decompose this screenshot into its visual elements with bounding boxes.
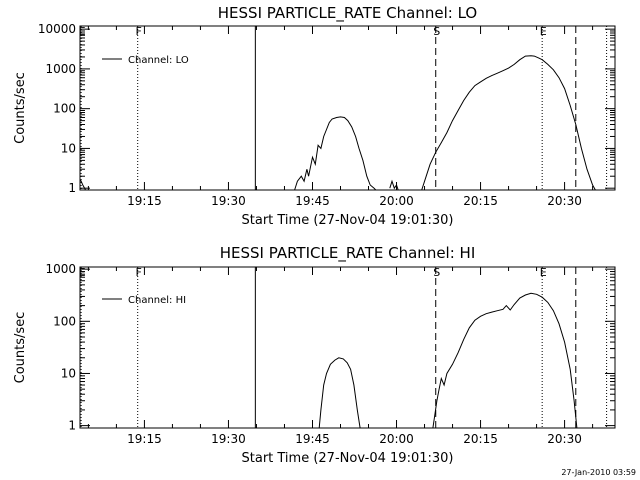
x-tick-label: 19:45 xyxy=(295,194,330,208)
x-tick-label: 19:15 xyxy=(127,432,162,446)
data-series-line xyxy=(318,357,361,429)
plot-frame xyxy=(79,266,616,429)
data-series-line xyxy=(421,55,596,191)
x-tick-label: 20:00 xyxy=(379,432,414,446)
event-marker-label: S xyxy=(433,266,440,279)
y-tick-label: 1 xyxy=(68,181,76,195)
legend-label: Channel: LO xyxy=(128,55,189,66)
y-tick-label: 1000 xyxy=(45,62,76,76)
data-series-line xyxy=(432,292,578,429)
chart-title: HESSI PARTICLE_RATE Channel: HI xyxy=(220,244,476,263)
x-tick-label: 19:30 xyxy=(211,194,246,208)
data-series-line xyxy=(80,179,87,191)
x-axis-title: Start Time (27-Nov-04 19:01:30) xyxy=(242,451,454,466)
y-tick-label: 10 xyxy=(61,141,76,155)
y-tick-label: 100 xyxy=(53,102,76,116)
y-tick-label: 1 xyxy=(68,419,76,433)
event-marker-label: F xyxy=(136,25,142,38)
legend-label: Channel: HI xyxy=(128,295,186,306)
data-series-line xyxy=(389,179,399,191)
y-tick-label: 10 xyxy=(61,366,76,380)
y-axis-title: Counts/sec xyxy=(13,72,28,144)
x-tick-label: 20:30 xyxy=(547,432,582,446)
event-marker-label: F xyxy=(136,266,142,279)
event-marker-label: S xyxy=(433,25,440,38)
event-marker-label: E xyxy=(79,25,86,38)
event-marker-label: E xyxy=(540,266,547,279)
event-marker-label: E xyxy=(540,25,547,38)
timestamp-footer: 27-Jan-2010 03:59 xyxy=(561,468,636,477)
x-tick-label: 20:30 xyxy=(547,194,582,208)
plot-frame xyxy=(79,25,616,191)
chart-title: HESSI PARTICLE_RATE Channel: LO xyxy=(218,4,477,23)
x-tick-label: 19:45 xyxy=(295,432,330,446)
x-axis-title: Start Time (27-Nov-04 19:01:30) xyxy=(242,213,454,228)
event-marker-label: E xyxy=(79,266,86,279)
y-tick-label: 10000 xyxy=(38,22,76,36)
y-tick-label: 1000 xyxy=(45,262,76,276)
x-tick-label: 20:15 xyxy=(463,194,498,208)
y-tick-label: 100 xyxy=(53,314,76,328)
y-axis-title: Counts/sec xyxy=(13,312,28,384)
x-tick-label: 20:00 xyxy=(379,194,414,208)
data-series-line xyxy=(294,116,377,191)
x-tick-label: 19:15 xyxy=(127,194,162,208)
x-tick-label: 19:30 xyxy=(211,432,246,446)
x-tick-label: 20:15 xyxy=(463,432,498,446)
